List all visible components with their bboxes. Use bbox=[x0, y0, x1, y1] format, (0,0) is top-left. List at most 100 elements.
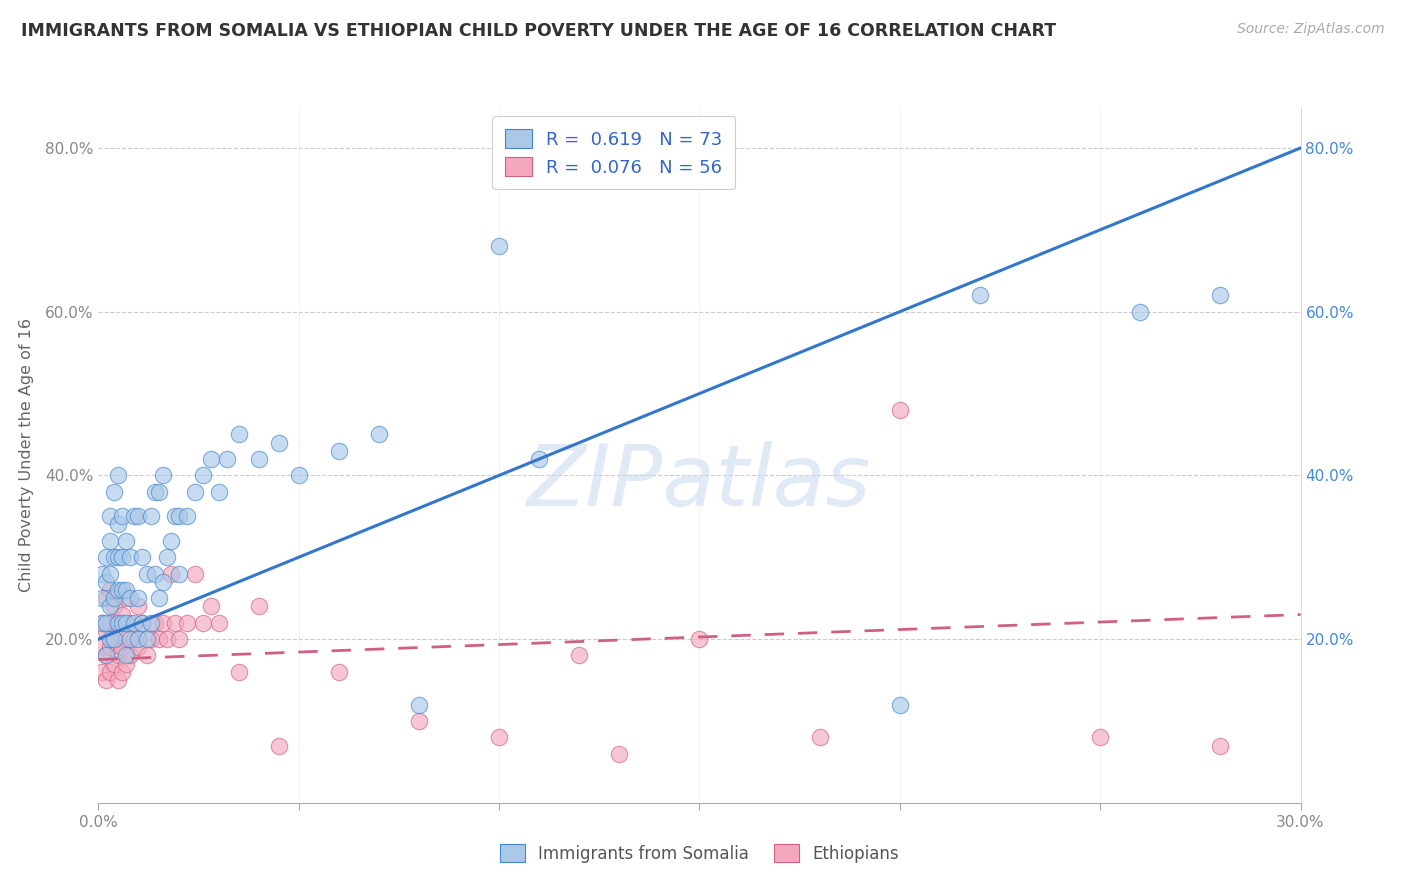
Point bbox=[208, 484, 231, 499]
Point bbox=[100, 599, 122, 614]
Point bbox=[128, 599, 150, 614]
Point bbox=[1088, 731, 1111, 745]
Point bbox=[969, 288, 991, 302]
Point bbox=[148, 632, 170, 646]
Point bbox=[111, 509, 134, 524]
Point bbox=[368, 427, 391, 442]
Point bbox=[191, 468, 214, 483]
Point bbox=[143, 484, 166, 499]
Point bbox=[100, 632, 122, 646]
Point bbox=[111, 582, 134, 597]
Point bbox=[183, 484, 205, 499]
Point bbox=[228, 427, 250, 442]
Point bbox=[139, 632, 162, 646]
Point bbox=[96, 550, 118, 565]
Point bbox=[91, 566, 114, 581]
Point bbox=[111, 615, 134, 630]
Point bbox=[408, 698, 430, 712]
Point bbox=[103, 632, 125, 646]
Point bbox=[328, 665, 350, 679]
Point bbox=[96, 591, 118, 606]
Point bbox=[107, 468, 129, 483]
Point bbox=[167, 509, 190, 524]
Point bbox=[103, 591, 125, 606]
Point bbox=[115, 591, 138, 606]
Point bbox=[120, 550, 142, 565]
Point bbox=[139, 615, 162, 630]
Point bbox=[120, 615, 142, 630]
Text: Source: ZipAtlas.com: Source: ZipAtlas.com bbox=[1237, 22, 1385, 37]
Point bbox=[148, 591, 170, 606]
Point bbox=[111, 640, 134, 655]
Point bbox=[124, 632, 146, 646]
Point bbox=[1129, 304, 1152, 318]
Point bbox=[408, 714, 430, 728]
Point bbox=[96, 574, 118, 589]
Point bbox=[107, 673, 129, 687]
Point bbox=[128, 509, 150, 524]
Point bbox=[115, 615, 138, 630]
Point bbox=[96, 624, 118, 638]
Point bbox=[100, 640, 122, 655]
Point bbox=[288, 468, 311, 483]
Point bbox=[247, 452, 270, 467]
Legend: Immigrants from Somalia, Ethiopians: Immigrants from Somalia, Ethiopians bbox=[492, 836, 907, 871]
Point bbox=[488, 239, 510, 253]
Point bbox=[107, 550, 129, 565]
Point bbox=[128, 632, 150, 646]
Point bbox=[120, 632, 142, 646]
Point bbox=[103, 484, 125, 499]
Point bbox=[103, 599, 125, 614]
Point bbox=[131, 615, 153, 630]
Point bbox=[100, 509, 122, 524]
Point bbox=[267, 435, 290, 450]
Point bbox=[155, 632, 177, 646]
Point bbox=[889, 698, 911, 712]
Point bbox=[200, 599, 222, 614]
Point bbox=[111, 550, 134, 565]
Point bbox=[143, 615, 166, 630]
Point bbox=[96, 673, 118, 687]
Point bbox=[808, 731, 831, 745]
Point bbox=[115, 648, 138, 663]
Point bbox=[131, 550, 153, 565]
Point bbox=[124, 615, 146, 630]
Point bbox=[100, 615, 122, 630]
Point bbox=[1209, 288, 1232, 302]
Point bbox=[568, 648, 591, 663]
Point bbox=[103, 657, 125, 671]
Point bbox=[152, 468, 174, 483]
Point bbox=[100, 665, 122, 679]
Point bbox=[115, 533, 138, 548]
Point bbox=[115, 657, 138, 671]
Point bbox=[176, 615, 198, 630]
Point bbox=[328, 443, 350, 458]
Point bbox=[107, 615, 129, 630]
Point bbox=[183, 566, 205, 581]
Point bbox=[128, 591, 150, 606]
Point bbox=[139, 509, 162, 524]
Point bbox=[247, 599, 270, 614]
Point bbox=[96, 648, 118, 663]
Point bbox=[609, 747, 631, 761]
Point bbox=[111, 607, 134, 622]
Point bbox=[159, 533, 181, 548]
Point bbox=[107, 615, 129, 630]
Point bbox=[91, 615, 114, 630]
Point bbox=[124, 509, 146, 524]
Point bbox=[91, 591, 114, 606]
Point bbox=[1209, 739, 1232, 753]
Point bbox=[176, 509, 198, 524]
Point bbox=[135, 566, 157, 581]
Point bbox=[96, 648, 118, 663]
Point bbox=[103, 550, 125, 565]
Point bbox=[91, 615, 114, 630]
Point bbox=[215, 452, 238, 467]
Point bbox=[96, 615, 118, 630]
Point bbox=[135, 632, 157, 646]
Point bbox=[128, 640, 150, 655]
Point bbox=[120, 648, 142, 663]
Text: ZIPatlas: ZIPatlas bbox=[527, 442, 872, 524]
Point bbox=[103, 632, 125, 646]
Point bbox=[91, 665, 114, 679]
